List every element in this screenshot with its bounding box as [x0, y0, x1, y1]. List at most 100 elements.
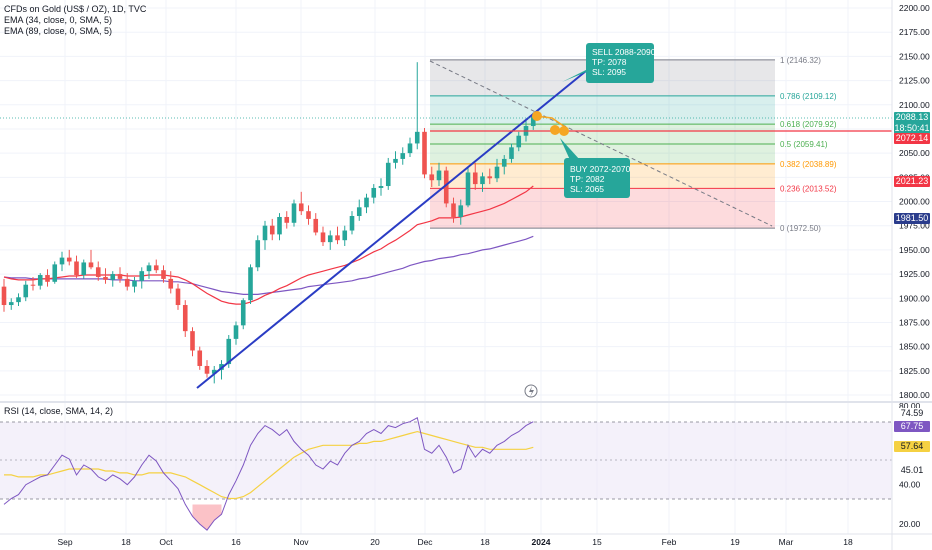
ema-34-price-tag: 2021.23: [894, 176, 930, 187]
candle-body: [400, 153, 406, 159]
candle-body: [269, 225, 275, 235]
candle-body: [139, 271, 145, 281]
price-tick-label: 1825.00: [899, 366, 930, 376]
ema-34-legend: EMA (34, close, 0, SMA, 5): [4, 15, 113, 25]
candle-body: [313, 218, 319, 233]
candle-body: [175, 288, 181, 306]
time-tick-label: Mar: [779, 537, 794, 547]
time-tick-label: Oct: [159, 537, 173, 547]
lightning-icon[interactable]: [524, 384, 538, 398]
rsi-legend[interactable]: RSI (14, close, SMA, 14, 2): [4, 406, 114, 416]
candle-body: [472, 172, 478, 185]
time-tick-label: 2024: [532, 537, 551, 547]
fib-zone: [430, 144, 775, 164]
candle-body: [233, 325, 239, 339]
symbol-title: CFDs on Gold (US$ / OZ), 1D, TVC: [4, 4, 147, 14]
rsi-tick-label: 80.00: [899, 401, 921, 411]
buy-note-line-3: SL: 2065: [570, 184, 604, 194]
candle-body: [393, 158, 398, 163]
candle-body: [255, 240, 261, 268]
candle-body: [277, 216, 282, 235]
candle-body: [30, 284, 36, 286]
sell-note-line-3: SL: 2095: [592, 67, 626, 77]
candle-body: [8, 302, 14, 306]
candle-body: [45, 275, 50, 282]
sell-note-line-1: SELL 2088-2090: [592, 47, 656, 57]
candle-body: [327, 235, 333, 243]
candle-body: [516, 135, 522, 148]
candle-body: [74, 261, 79, 276]
candle-body: [59, 257, 65, 265]
candle-body: [349, 216, 355, 231]
price-tick-label: 1875.00: [899, 317, 930, 327]
fib-level-label: 1 (2146.32): [780, 56, 821, 65]
price-tick-label: 1800.00: [899, 390, 930, 400]
candle-body: [190, 331, 195, 351]
candle-body: [132, 280, 137, 287]
candle-body: [356, 207, 362, 217]
time-tick-label: 16: [231, 537, 241, 547]
rsi-tick-label: 40.00: [899, 480, 921, 490]
time-tick-label: 18: [843, 537, 853, 547]
fib-level-label: 0.5 (2059.41): [780, 140, 828, 149]
ema-34-line: [3, 185, 534, 305]
candle-body: [509, 147, 514, 159]
rsi-value-tag: 67.75: [894, 421, 930, 432]
price-axis[interactable]: 2200.002175.002150.002125.002100.002075.…: [899, 3, 930, 529]
ema-34-path: [3, 185, 534, 305]
candle-body: [23, 284, 29, 298]
time-tick-label: Feb: [662, 537, 677, 547]
candle-body: [320, 232, 326, 243]
ema-89-path: [3, 235, 534, 295]
rsi-tick-label: 20.00: [899, 519, 921, 529]
candle-body: [480, 176, 485, 185]
time-tick-label: 18: [121, 537, 131, 547]
sell-note-box: [586, 43, 654, 83]
candle-body: [407, 143, 413, 154]
buy-note[interactable]: BUY 2072-2070 TP: 2082 SL: 2065: [560, 138, 631, 198]
time-tick-label: 20: [370, 537, 380, 547]
buy-note-line-2: TP: 2082: [570, 174, 605, 184]
candle-body: [117, 274, 123, 279]
buy-marker[interactable]: [550, 125, 560, 135]
symbol-legend[interactable]: CFDs on Gold (US$ / OZ), 1D, TVC EMA (34…: [4, 4, 146, 37]
fib-level-label: 0 (1972.50): [780, 224, 821, 233]
price-tick-label: 2175.00: [899, 27, 930, 37]
candle-body: [81, 262, 87, 276]
fib-diagonal[interactable]: [429, 60, 773, 227]
candle-body: [248, 267, 253, 301]
candle-body: [501, 158, 507, 167]
buy-marker-2[interactable]: [559, 126, 569, 136]
candle-body: [284, 216, 290, 223]
candle-body: [103, 276, 108, 280]
fib-level-label: 0.382 (2038.89): [780, 160, 837, 169]
candle-body: [124, 278, 130, 287]
candle-body: [168, 278, 174, 289]
rsi-line: [3, 417, 534, 531]
time-tick-label: 18: [480, 537, 490, 547]
sell-note[interactable]: SELL 2088-2090 TP: 2078 SL: 2095: [562, 43, 656, 83]
candle-body: [451, 203, 456, 217]
sell-marker[interactable]: [532, 111, 542, 121]
level-price-tag: 2072.14: [894, 133, 930, 144]
candle-body: [429, 174, 435, 181]
candle-body: [88, 262, 94, 268]
candle-body: [52, 264, 58, 282]
candle-body: [335, 235, 340, 241]
ema-89-line: [3, 235, 534, 295]
trend-line[interactable]: [196, 70, 587, 389]
last-price-value: 2088.13: [895, 112, 929, 122]
time-axis[interactable]: Sep 18 Oct 16 Nov 20 Dec 18 2024 15 Feb 19 Mar 18: [57, 537, 853, 547]
ema-89-legend: EMA (89, close, 0, SMA, 5): [4, 26, 113, 36]
candle-body: [298, 203, 304, 212]
buy-note-box: [564, 158, 630, 198]
candle-body: [436, 170, 442, 181]
bar-countdown: 18:50:41: [894, 123, 930, 133]
candle-body: [291, 203, 297, 223]
fib-level-label: 0.618 (2079.92): [780, 120, 837, 129]
candle-body: [16, 297, 21, 303]
price-tick-label: 1950.00: [899, 245, 930, 255]
fib-level-label: 0.236 (2013.52): [780, 184, 837, 193]
